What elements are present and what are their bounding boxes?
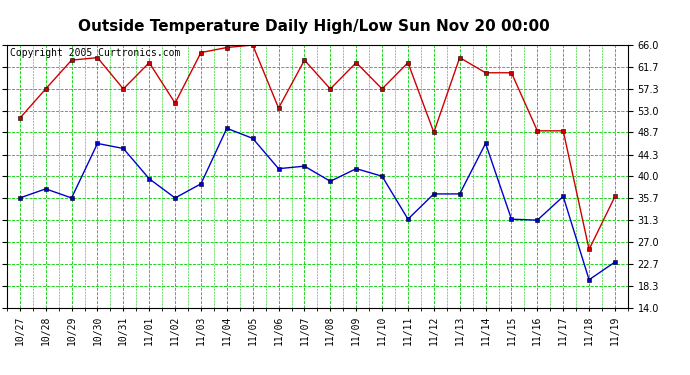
Text: Outside Temperature Daily High/Low Sun Nov 20 00:00: Outside Temperature Daily High/Low Sun N… [78,19,550,34]
Text: Copyright 2005 Curtronics.com: Copyright 2005 Curtronics.com [10,48,180,58]
